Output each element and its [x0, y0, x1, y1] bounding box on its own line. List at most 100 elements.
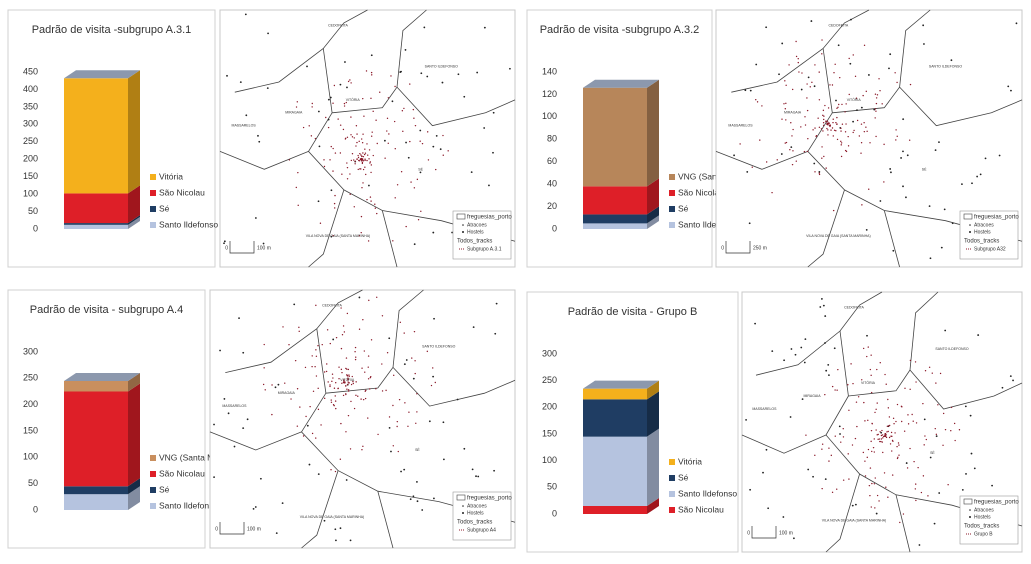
map-point — [825, 369, 828, 372]
track-point — [934, 427, 936, 430]
map-point — [880, 431, 883, 434]
track-point — [818, 71, 820, 73]
track-point — [806, 97, 808, 99]
map-point — [257, 134, 259, 137]
track-point — [814, 454, 816, 457]
map-point — [771, 350, 774, 353]
track-point — [346, 178, 349, 180]
bar-segment — [64, 486, 128, 495]
track-point — [896, 81, 898, 84]
track-point — [842, 428, 844, 430]
track-point — [842, 436, 845, 438]
track-point — [756, 101, 759, 103]
map-point — [441, 81, 444, 84]
y-tick-label: 300 — [23, 119, 38, 129]
legend-label: Todos_tracks — [964, 239, 999, 245]
track-point — [426, 131, 429, 133]
legend-label: Subgrupo A32 — [974, 246, 1006, 252]
map-point — [407, 156, 410, 159]
track-point — [931, 372, 933, 374]
track-point — [828, 460, 830, 462]
map-point — [749, 89, 752, 92]
track-point — [870, 506, 872, 508]
track-point — [821, 146, 823, 148]
track-point — [854, 437, 857, 440]
map-boundary — [883, 210, 900, 268]
track-point — [353, 137, 355, 139]
place-label: VITÓRIA — [346, 97, 361, 102]
track-point — [370, 375, 372, 378]
track-point — [397, 450, 399, 453]
map-point — [780, 153, 783, 155]
track-point — [361, 155, 363, 157]
track-point — [860, 123, 863, 125]
map-point — [238, 317, 240, 320]
map-point — [403, 468, 406, 471]
map-point — [839, 433, 841, 435]
legend-label: Sé — [678, 203, 689, 213]
track-point — [894, 72, 896, 74]
track-point — [296, 425, 299, 427]
track-point — [950, 429, 952, 432]
track-point — [851, 444, 854, 446]
map-point — [267, 32, 269, 35]
track-point — [925, 438, 928, 441]
legend-swatch — [150, 190, 156, 196]
track-point — [954, 439, 956, 442]
map-point — [318, 145, 321, 148]
track-point — [852, 382, 854, 385]
track-point — [865, 90, 867, 93]
track-point — [362, 155, 365, 158]
track-point — [426, 350, 429, 353]
track-point — [329, 342, 331, 345]
track-point — [329, 385, 331, 388]
legend-swatch — [963, 213, 973, 220]
bar-side — [128, 383, 140, 487]
track-point — [739, 143, 741, 145]
y-tick-label: 50 — [28, 478, 38, 488]
map-point — [370, 54, 373, 57]
map-point — [819, 306, 822, 308]
map-point — [765, 26, 768, 29]
track-point — [886, 425, 889, 428]
track-point — [297, 204, 299, 207]
track-point — [888, 424, 891, 427]
map-point — [866, 334, 868, 337]
bar-side — [128, 216, 140, 229]
track-point — [447, 150, 449, 152]
track-point — [850, 363, 852, 365]
map-point — [306, 424, 309, 427]
track-point — [790, 122, 792, 124]
track-point — [374, 207, 377, 209]
map-point — [433, 317, 435, 320]
bar-segment — [583, 87, 647, 187]
track-point — [375, 119, 377, 121]
track-point — [360, 398, 362, 400]
track-point — [386, 117, 389, 120]
track-point — [327, 126, 330, 129]
map-boundary — [308, 189, 345, 268]
track-point — [875, 408, 877, 411]
map-point — [488, 184, 490, 187]
place-label: SÉ — [922, 166, 927, 171]
track-point — [935, 433, 938, 436]
track-point — [364, 159, 366, 161]
legend-swatch — [969, 516, 971, 518]
track-point — [379, 91, 381, 93]
track-point — [357, 168, 359, 171]
track-point — [913, 460, 915, 463]
map-point — [330, 235, 333, 238]
track-point — [861, 204, 863, 206]
track-point — [332, 102, 334, 104]
legend-swatch — [150, 471, 156, 477]
track-point — [885, 436, 888, 439]
bar-side — [647, 428, 659, 506]
y-tick-label: 120 — [542, 89, 557, 99]
track-point — [330, 469, 332, 471]
track-point — [883, 143, 885, 146]
track-point — [811, 81, 813, 84]
y-tick-label: 250 — [23, 373, 38, 383]
track-point — [841, 123, 844, 125]
track-point — [818, 99, 821, 101]
track-point — [896, 403, 899, 406]
